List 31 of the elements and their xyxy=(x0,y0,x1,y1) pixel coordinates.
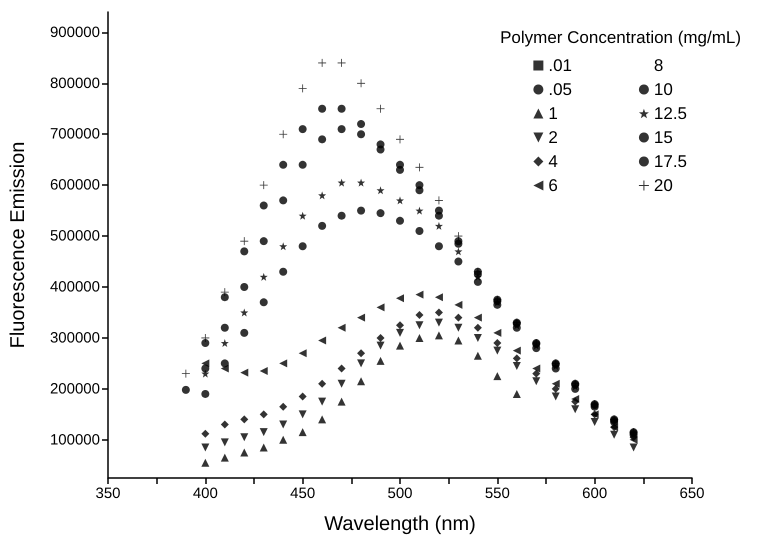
legend-label: 10 xyxy=(654,80,673,99)
y-tick-label: 800000 xyxy=(50,74,100,92)
legend-label: 8 xyxy=(654,56,664,75)
legend-label: 20 xyxy=(654,176,673,195)
x-tick-label: 450 xyxy=(290,485,316,502)
y-tick-label: 500000 xyxy=(50,228,100,245)
x-tick-label: 650 xyxy=(679,485,705,502)
y-tick-label: 200000 xyxy=(50,380,100,398)
legend-label: 4 xyxy=(548,152,558,171)
y-tick-label: 700000 xyxy=(50,126,100,143)
y-tick-label: 100000 xyxy=(50,431,100,448)
legend-label: 1 xyxy=(548,104,558,123)
y-axis-title: Fluorescence Emission xyxy=(7,142,29,348)
x-tick-label: 550 xyxy=(484,485,510,502)
y-tick-label: 600000 xyxy=(50,176,100,194)
x-tick-label: 350 xyxy=(95,485,121,502)
legend-label: 17.5 xyxy=(654,152,688,171)
y-tick-label: 900000 xyxy=(50,24,100,41)
x-axis-title: Wavelength (nm) xyxy=(324,513,476,535)
x-tick-label: 400 xyxy=(192,485,218,502)
y-tick-label: 400000 xyxy=(50,278,100,296)
y-tick-label: 300000 xyxy=(50,329,100,346)
legend-label: 2 xyxy=(548,128,558,147)
legend-label: .05 xyxy=(548,80,572,99)
legend-label: 15 xyxy=(654,128,673,147)
x-tick-label: 600 xyxy=(582,485,608,502)
legend-title: Polymer Concentration (mg/mL) xyxy=(500,28,742,47)
legend-label: 6 xyxy=(548,176,558,195)
legend-label: 12.5 xyxy=(654,104,688,123)
legend-label: .01 xyxy=(548,56,572,75)
x-tick-label: 500 xyxy=(387,485,413,502)
